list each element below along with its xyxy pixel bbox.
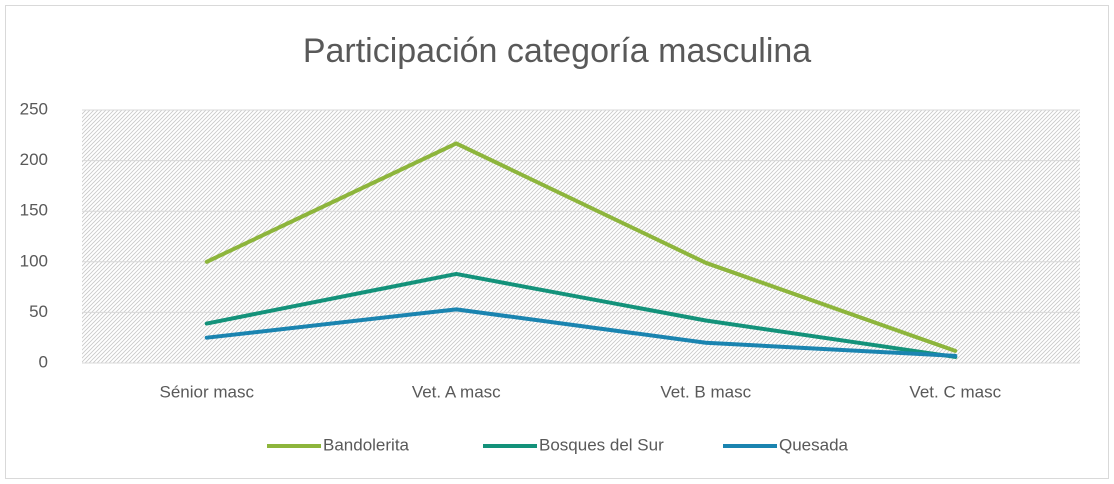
y-tick-label: 200 xyxy=(20,150,48,169)
series-line xyxy=(204,307,958,358)
series-line xyxy=(204,271,958,359)
x-tick-label: Vet. B masc xyxy=(660,382,751,401)
x-tick-label: Sénior masc xyxy=(160,382,255,401)
legend-label: Bandolerita xyxy=(323,435,410,454)
series-line xyxy=(204,141,958,353)
y-tick-label: 100 xyxy=(20,251,48,270)
plot-area xyxy=(82,110,1080,363)
chart-title: Participación categoría masculina xyxy=(303,32,811,70)
legend-label: Quesada xyxy=(779,435,849,454)
x-tick-label: Vet. C masc xyxy=(909,382,1001,401)
y-tick-label: 150 xyxy=(20,201,48,220)
y-tick-label: 50 xyxy=(29,302,48,321)
x-tick-label: Vet. A masc xyxy=(412,382,501,401)
legend-label: Bosques del Sur xyxy=(539,435,664,454)
y-tick-label: 0 xyxy=(39,352,48,371)
y-tick-label: 250 xyxy=(20,99,48,118)
